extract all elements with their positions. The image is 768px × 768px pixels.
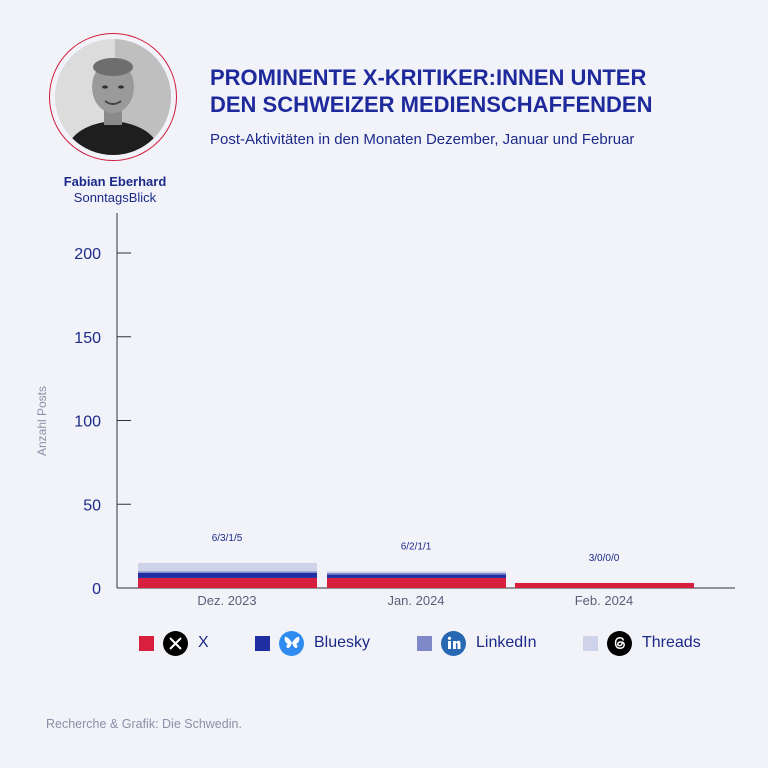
y-tick-label: 150 — [74, 330, 101, 347]
bluesky-logo-icon — [279, 630, 304, 656]
bar-x-2 — [515, 582, 694, 588]
threads-logo-icon — [607, 630, 632, 656]
bar-bluesky-0 — [138, 572, 317, 578]
x-tick-label: Jan. 2024 — [387, 593, 444, 608]
legend-item-bluesky: Bluesky — [255, 629, 370, 657]
legend-label-bluesky: Bluesky — [314, 634, 371, 651]
y-tick-label: 0 — [92, 581, 101, 598]
legend-swatch-bluesky — [255, 635, 270, 651]
y-tick-label: 50 — [83, 497, 101, 514]
bar-x-1 — [327, 577, 506, 588]
x-tick-label: Dez. 2023 — [197, 593, 256, 608]
legend-item-x: X — [139, 629, 209, 657]
chart-subtitle: Post-Aktivitäten in den Monaten Dezember… — [210, 131, 635, 148]
legend-swatch-linkedin — [417, 635, 432, 651]
bar-linkedin-0 — [138, 571, 317, 573]
legend-label-linkedin: LinkedIn — [476, 634, 537, 651]
chart-labels: 6/3/1/5 Dez. 2023 6/2/1/1 Jan. 2024 3/0/0/0 F… — [197, 533, 633, 608]
chart-bars — [138, 562, 694, 588]
bar-linkedin-1 — [327, 572, 506, 575]
legend-item-threads: Threads — [583, 629, 701, 657]
x-tick-label: Feb. 2024 — [575, 593, 634, 608]
y-tick-label: 100 — [74, 414, 101, 431]
legend-item-linkedin: LinkedIn — [417, 629, 537, 657]
bar-bluesky-1 — [327, 574, 506, 578]
person-photo — [55, 39, 171, 155]
title-line-2: DEN SCHWEIZER MEDIENSCHAFFENDEN — [210, 92, 653, 117]
person-name: Fabian Eberhard — [63, 174, 167, 189]
source-credit: Recherche & Grafik: Die Schwedin. — [46, 717, 242, 731]
bar-threads-1 — [327, 571, 506, 573]
data-label: 3/0/0/0 — [589, 553, 620, 564]
x-logo-icon — [163, 630, 188, 656]
chart-axes: 0 50 100 150 200 Anzahl Posts — [35, 213, 735, 598]
legend-label-threads: Threads — [642, 634, 701, 651]
legend-swatch-threads — [583, 635, 598, 651]
bar-threads-0 — [138, 562, 317, 572]
linkedin-logo-icon — [441, 630, 466, 656]
data-label: 6/2/1/1 — [401, 541, 432, 552]
y-tick-label: 200 — [74, 246, 101, 263]
title-line-1: PROMINENTE X-KRITIKER:INNEN UNTER — [210, 65, 647, 90]
y-axis-label: Anzahl Posts — [35, 386, 49, 456]
chart-title: PROMINENTE X-KRITIKER:INNEN UNTER DEN SC… — [210, 64, 750, 118]
legend: X Bluesky LinkedIn Threads — [0, 629, 768, 657]
data-label: 6/3/1/5 — [212, 533, 243, 544]
bar-x-0 — [138, 577, 317, 588]
legend-swatch-x — [139, 635, 154, 651]
legend-label-x: X — [198, 634, 209, 651]
portrait-photo — [49, 33, 177, 161]
person-outlet: SonntagsBlick — [73, 190, 157, 205]
